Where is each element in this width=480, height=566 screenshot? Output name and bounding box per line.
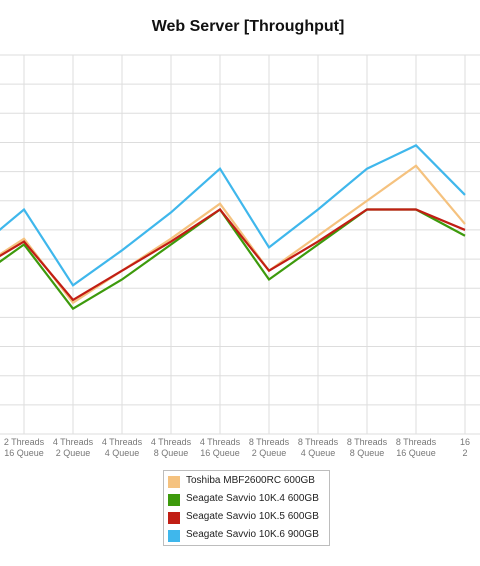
legend-item: Seagate Savvio 10K.5 600GB: [168, 510, 328, 526]
x-tick-label: 2 Threads 16 Queue: [4, 437, 45, 458]
x-tick-label: 4 Threads 4 Queue: [102, 437, 143, 458]
legend-swatch: [168, 476, 180, 488]
legend-item: Seagate Savvio 10K.6 900GB: [168, 528, 328, 544]
legend-swatch: [168, 512, 180, 524]
legend-swatch: [168, 494, 180, 506]
series-line-4: [0, 144, 466, 287]
legend-label: Seagate Savvio 10K.5 600GB: [186, 511, 319, 522]
x-tick-label: 4 Threads 2 Queue: [53, 437, 94, 458]
x-tick-label: 16 2: [460, 437, 470, 458]
legend-swatch: [168, 530, 180, 542]
x-tick-label: 8 Threads 2 Queue: [249, 437, 290, 458]
x-tick-label: 8 Threads 4 Queue: [298, 437, 339, 458]
x-tick-label: 4 Threads 16 Queue: [200, 437, 241, 458]
legend: Toshiba MBF2600RC 600GB Seagate Savvio 10…: [163, 470, 330, 546]
legend-label: Seagate Savvio 10K.6 900GB: [186, 529, 319, 540]
x-tick-label: 4 Threads 8 Queue: [151, 437, 192, 458]
chart-title: Web Server [Throughput]: [151, 18, 345, 35]
legend-label: Seagate Savvio 10K.4 600GB: [186, 493, 319, 504]
x-tick-label: 8 Threads 8 Queue: [347, 437, 388, 458]
legend-label: Toshiba MBF2600RC 600GB: [186, 475, 315, 486]
series-line-3: [0, 208, 466, 302]
legend-item: Toshiba MBF2600RC 600GB: [168, 474, 328, 490]
legend-item: Seagate Savvio 10K.4 600GB: [168, 492, 328, 508]
x-tick-label: 8 Threads 16 Queue: [396, 437, 437, 458]
